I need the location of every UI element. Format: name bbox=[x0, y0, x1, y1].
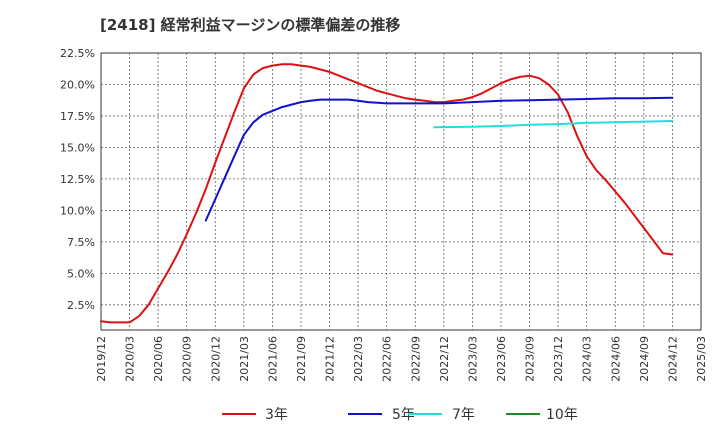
y-tick-label: 7.5% bbox=[67, 236, 95, 249]
x-tick-label: 2021/06 bbox=[266, 336, 279, 382]
legend-label: 7年 bbox=[452, 407, 475, 423]
series-layer bbox=[100, 63, 674, 324]
grid-layer bbox=[100, 52, 702, 330]
chart-title: [2418] 経常利益マージンの標準偏差の推移 bbox=[100, 16, 401, 34]
x-tick-label: 2020/03 bbox=[124, 336, 137, 382]
x-tick-label: 2020/09 bbox=[181, 336, 194, 382]
series-line-5年 bbox=[204, 96, 674, 222]
x-tick-label: 2023/03 bbox=[466, 336, 479, 382]
x-axis-ticks: 2019/12 2020/03 2020/06 2020/09 2020/12 2021/… bbox=[95, 336, 708, 382]
y-tick-label: 15.0% bbox=[60, 141, 95, 154]
x-tick-label: 2022/03 bbox=[352, 336, 365, 382]
x-tick-label: 2024/09 bbox=[638, 336, 651, 382]
x-tick-label: 2021/09 bbox=[295, 336, 308, 382]
legend-label: 10年 bbox=[546, 407, 578, 423]
x-tick-label: 2020/12 bbox=[209, 336, 222, 382]
y-axis-ticks: 2.5% 5.0% 7.5% 10.0% 12.5% 15.0% 17.5% 20.0% 22.… bbox=[60, 47, 95, 312]
x-tick-label: 2021/03 bbox=[238, 336, 251, 382]
x-tick-label: 2024/12 bbox=[666, 336, 679, 382]
x-tick-label: 2024/06 bbox=[609, 336, 622, 382]
y-tick-label: 2.5% bbox=[67, 299, 95, 312]
x-tick-label: 2020/06 bbox=[152, 336, 165, 382]
x-tick-label: 2022/09 bbox=[409, 336, 422, 382]
series-line-7年 bbox=[433, 120, 674, 129]
y-tick-label: 22.5% bbox=[60, 47, 95, 60]
y-tick-label: 17.5% bbox=[60, 110, 95, 123]
x-tick-label: 2023/06 bbox=[495, 336, 508, 382]
x-tick-label: 2022/12 bbox=[438, 336, 451, 382]
y-tick-label: 10.0% bbox=[60, 204, 95, 217]
legend-label: 3年 bbox=[265, 407, 288, 423]
plot-frame bbox=[100, 52, 702, 331]
x-tick-label: 2023/09 bbox=[524, 336, 537, 382]
y-tick-label: 5.0% bbox=[67, 267, 95, 280]
x-tick-label: 2022/06 bbox=[381, 336, 394, 382]
x-tick-label: 2024/03 bbox=[581, 336, 594, 382]
x-tick-label: 2023/12 bbox=[552, 336, 565, 382]
x-tick-label: 2025/03 bbox=[695, 336, 708, 382]
x-tick-label: 2019/12 bbox=[95, 336, 108, 382]
legend-label: 5年 bbox=[392, 407, 415, 423]
series-line-3年 bbox=[100, 63, 674, 324]
x-tick-label: 2021/12 bbox=[324, 336, 337, 382]
y-tick-label: 12.5% bbox=[60, 173, 95, 186]
y-tick-label: 20.0% bbox=[60, 78, 95, 91]
legend: 3年 5年 7年 10年 bbox=[222, 407, 578, 423]
